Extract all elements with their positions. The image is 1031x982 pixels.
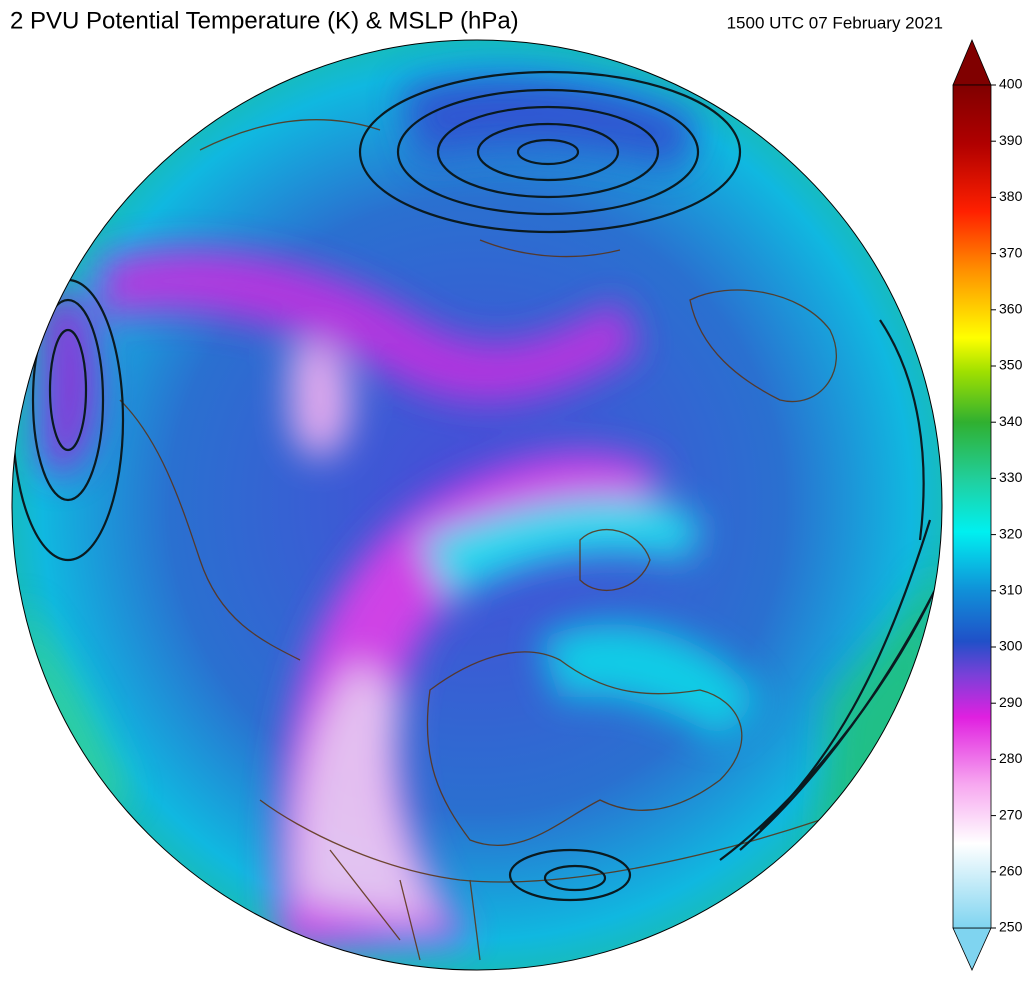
colorbar-tick-label: 350: [999, 357, 1023, 373]
colorbar-tick-label: 270: [999, 806, 1023, 822]
colorbar-tick-label: 300: [999, 638, 1023, 654]
title: 2 PVU Potential Temperature (K) & MSLP (…: [10, 7, 519, 34]
colorbar-tick-label: 290: [999, 694, 1023, 710]
colorbar-tick-label: 400: [999, 76, 1023, 92]
timestamp: 1500 UTC 07 February 2021: [727, 13, 943, 32]
map: [12, 40, 942, 970]
globe-outline: [11, 39, 943, 971]
colorbar-tick-label: 330: [999, 469, 1023, 485]
colorbar-tick-label: 390: [999, 132, 1023, 148]
colorbar-tick-label: 280: [999, 750, 1023, 766]
colorbar-tick-label: 310: [999, 582, 1023, 598]
colorbar-tick-label: 380: [999, 188, 1023, 204]
colorbar-tick-label: 340: [999, 413, 1023, 429]
colorbar-tick-label: 360: [999, 301, 1023, 317]
colorbar-tick-label: 260: [999, 863, 1023, 879]
colorbar-tick-label: 320: [999, 525, 1023, 541]
colorbar-tick-label: 250: [999, 919, 1023, 935]
colorbar-tick-label: 370: [999, 244, 1023, 260]
colorbar: 250 260 270 280 290 300 310 320 330 340 350 360 370 3…: [952, 38, 1023, 971]
